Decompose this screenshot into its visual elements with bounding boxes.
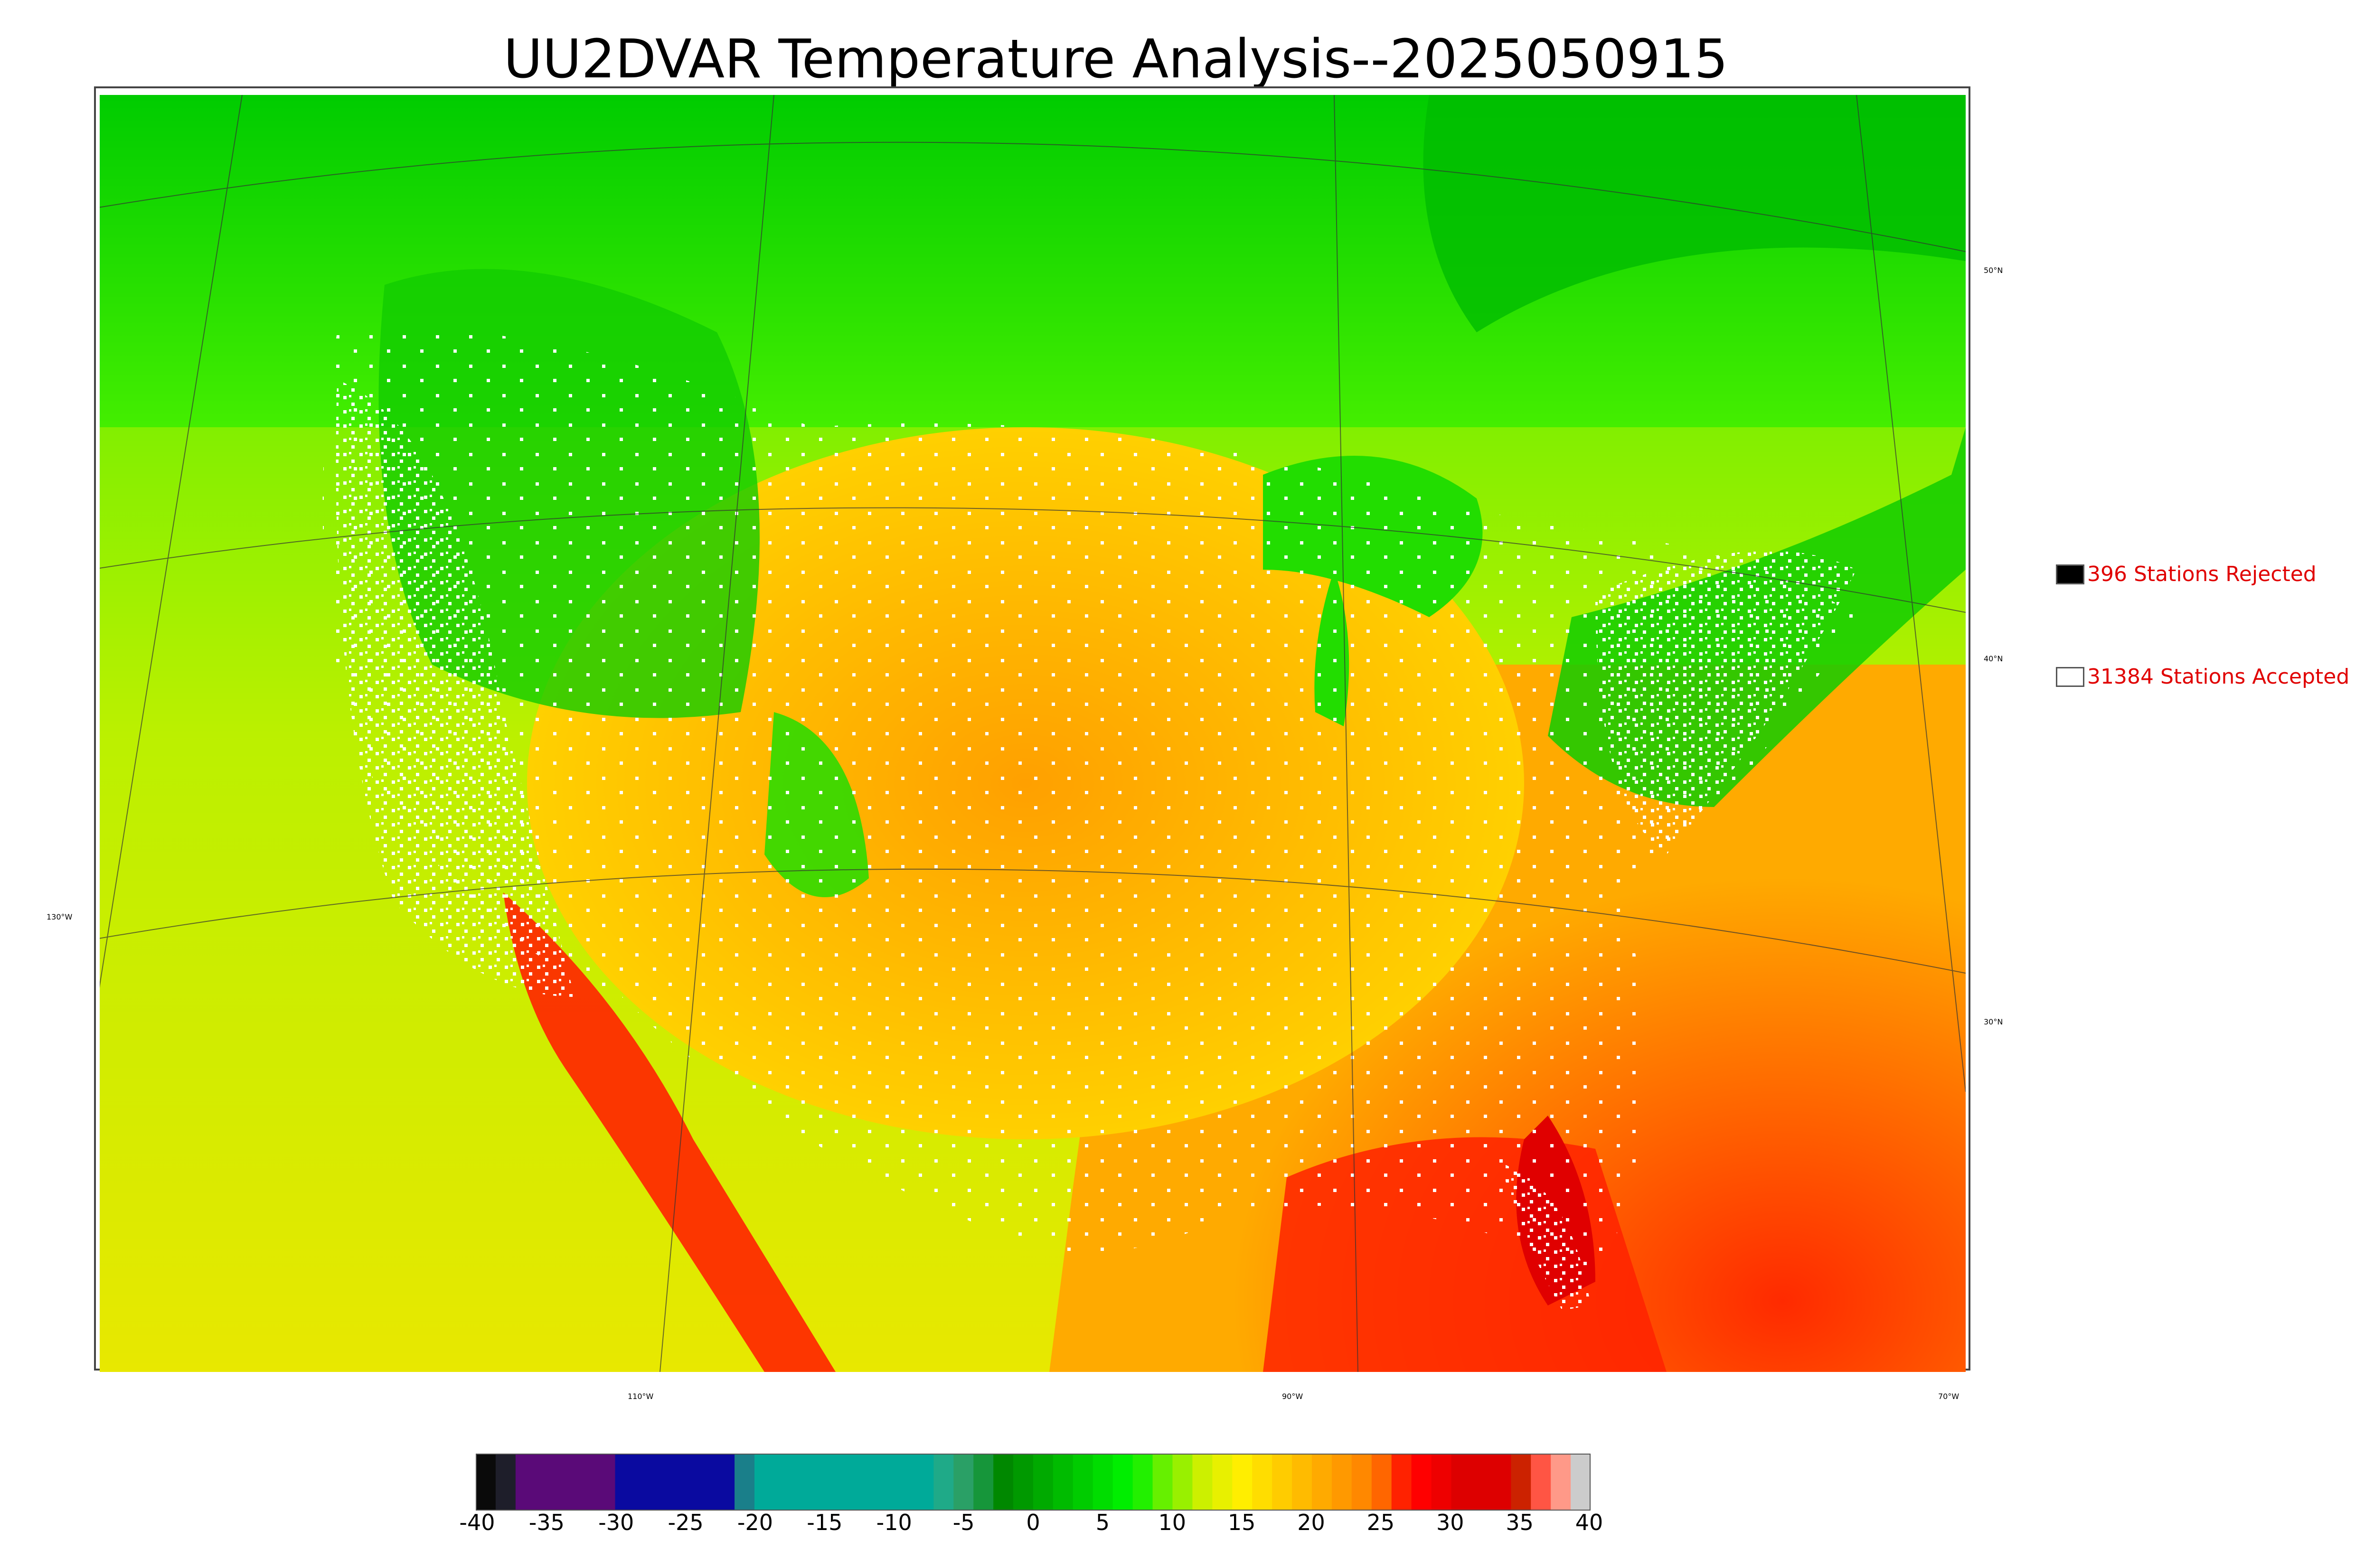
colorbar-tick-label: 35 [1506, 1510, 1534, 1535]
colorbar-tick-label: 40 [1575, 1510, 1603, 1535]
lon-label-130w: 130°W [47, 912, 73, 921]
colorbar-tick-label: 20 [1297, 1510, 1325, 1535]
legend-accepted-swatch [2056, 667, 2084, 687]
colorbar-tick-label: 0 [1026, 1510, 1040, 1535]
colorbar-segment [1192, 1454, 1213, 1511]
colorbar-tick-label: -25 [668, 1510, 704, 1535]
hudson-cool-region [1423, 95, 1966, 332]
temperature-map [100, 95, 1966, 1372]
colorbar-segment [1152, 1454, 1173, 1511]
colorbar-segment [973, 1454, 994, 1511]
colorbar-segment [595, 1454, 616, 1511]
colorbar-segment [1013, 1454, 1034, 1511]
colorbar-segment [1431, 1454, 1452, 1511]
lat-label-30n: 30°N [1984, 1017, 2003, 1026]
colorbar-segment [1292, 1454, 1312, 1511]
colorbar-segment [1511, 1454, 1532, 1511]
colorbar-outline [476, 1454, 1591, 1511]
colorbar-segment [655, 1454, 676, 1511]
colorbar-segment [1351, 1454, 1372, 1511]
colorbar-segment [1272, 1454, 1292, 1511]
colorbar-tick-label: 25 [1366, 1510, 1395, 1535]
colorbar-segment [754, 1454, 775, 1511]
colorbar-segment [575, 1454, 596, 1511]
west-coast-station-cluster [336, 380, 575, 997]
colorbar-segment [1093, 1454, 1113, 1511]
colorbar-segment [515, 1454, 536, 1511]
colorbar-segment [735, 1454, 755, 1511]
colorbar-segment [555, 1454, 576, 1511]
florida-station-cluster [1500, 1163, 1591, 1310]
colorbar-tick-label: -15 [807, 1510, 843, 1535]
colorbar-segment [1312, 1454, 1332, 1511]
colorbar-segment [1252, 1454, 1272, 1511]
chart-title: UU2DVAR Temperature Analysis--2025050915 [503, 28, 1728, 90]
colorbar-segment [1571, 1454, 1591, 1511]
colorbar-segment [874, 1454, 895, 1511]
legend-accepted-label: 31384 Stations Accepted [2087, 665, 2350, 689]
colorbar-segment [814, 1454, 835, 1511]
lat-label-40n: 40°N [1984, 654, 2003, 663]
colorbar-segment [1371, 1454, 1392, 1511]
colorbar-tick-label: -35 [528, 1510, 565, 1535]
colorbar-segment [635, 1454, 656, 1511]
colorbar-segment [1491, 1454, 1512, 1511]
colorbar-tick-label: -5 [952, 1510, 975, 1535]
lon-label-90w: 90°W [1282, 1392, 1303, 1401]
legend-accepted: 31384 Stations Accepted [2056, 665, 2349, 689]
legend-rejected-label: 396 Stations Rejected [2087, 562, 2317, 586]
colorbar-segment [476, 1454, 496, 1511]
colorbar-segment [953, 1454, 974, 1511]
colorbar-tick-label: 15 [1227, 1510, 1256, 1535]
colorbar-tick-label: -20 [737, 1510, 773, 1535]
colorbar-segment [1212, 1454, 1233, 1511]
colorbar-segment [675, 1454, 696, 1511]
colorbar-segment [695, 1454, 715, 1511]
station-markers [322, 328, 1856, 1282]
colorbar-segment [1232, 1454, 1253, 1511]
desert-southwest-hot-region [503, 892, 836, 1372]
colorbar-tick-label: 5 [1095, 1510, 1110, 1535]
lon-label-110w: 110°W [628, 1392, 654, 1401]
colorbar-segment [1331, 1454, 1352, 1511]
colorbar-segment [774, 1454, 795, 1511]
colorbar-segment [894, 1454, 914, 1511]
colorbar-segment [1471, 1454, 1492, 1511]
colorbar-segment [535, 1454, 556, 1511]
colorbar-segment [1531, 1454, 1551, 1511]
colorbar-segment [1411, 1454, 1432, 1511]
colorbar-tick-label: 30 [1436, 1510, 1464, 1535]
colorbar-segment [1112, 1454, 1133, 1511]
lon-label-70w: 70°W [1938, 1392, 1959, 1401]
northeast-station-cluster [1595, 551, 1856, 854]
legend-rejected-swatch [2056, 564, 2084, 584]
colorbar-segment [1073, 1454, 1093, 1511]
colorbar-tick-label: -10 [876, 1510, 912, 1535]
colorbar-segment [854, 1454, 875, 1511]
colorbar-tick-label: -30 [598, 1510, 634, 1535]
colorbar-segment [495, 1454, 516, 1511]
colorbar-segment [993, 1454, 1014, 1511]
colorbar-segment [834, 1454, 855, 1511]
colorbar-segment [933, 1454, 954, 1511]
colorbar-segment [794, 1454, 815, 1511]
colorbar-segment [1172, 1454, 1193, 1511]
colorbar-segment [1391, 1454, 1412, 1511]
colorbar-segment [1551, 1454, 1571, 1511]
lat-label-50n: 50°N [1984, 266, 2003, 275]
colorbar-segment [1033, 1454, 1054, 1511]
colorbar-segment [1053, 1454, 1074, 1511]
colorbar-tick-label: 10 [1158, 1510, 1187, 1535]
colorbar [476, 1454, 1591, 1511]
colorbar-segment [615, 1454, 636, 1511]
graticule [100, 95, 1966, 1372]
colorbar-segment [715, 1454, 735, 1511]
colorbar-segment [914, 1454, 934, 1511]
colorbar-tick-label: -40 [459, 1510, 495, 1535]
colorbar-segment [1132, 1454, 1153, 1511]
legend-rejected: 396 Stations Rejected [2056, 562, 2317, 586]
colorbar-segment [1451, 1454, 1472, 1511]
